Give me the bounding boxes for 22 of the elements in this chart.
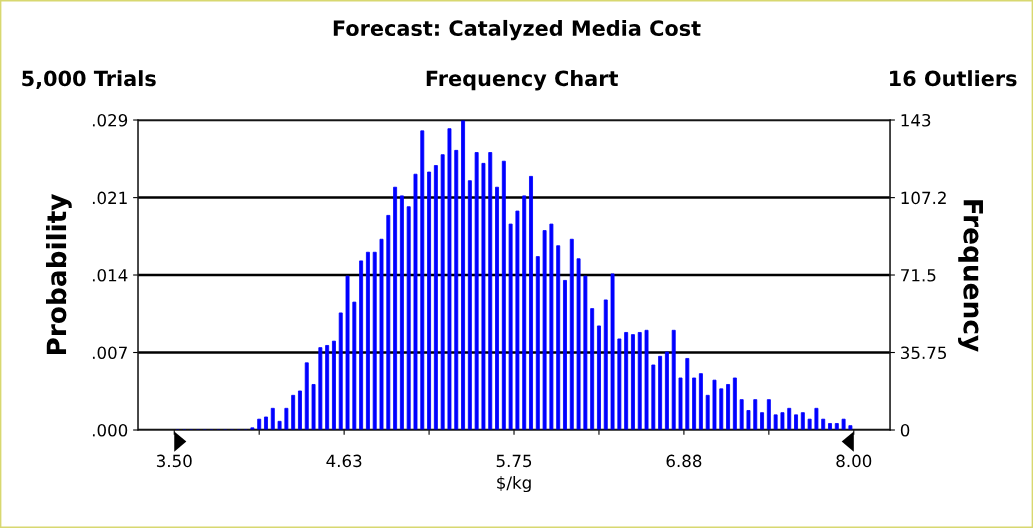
- text: 16 Outliers: [890, 70, 1017, 87]
- y2-tick-label: 107.2: [901, 191, 946, 205]
- y-tick-label: .014: [92, 268, 128, 282]
- x-tick-label: 8.00: [836, 454, 872, 468]
- chart-title: Forecast: Catalyzed Media Cost: [333, 19, 701, 41]
- y2-tick-label: 143: [901, 113, 931, 127]
- y2-tick-label: 71.5: [901, 269, 936, 282]
- y-tick-label: .029: [92, 113, 128, 127]
- y-tick-label: .007: [92, 346, 127, 360]
- y2-axis-title: Frequency: [958, 200, 983, 352]
- y-tick-label: .021: [92, 191, 127, 205]
- x-axis-title: $/kg: [497, 475, 531, 493]
- x-tick-label: 3.50: [156, 454, 192, 468]
- x-tick-label: 4.63: [326, 454, 362, 468]
- y-axis-title: Probability: [45, 193, 72, 355]
- text: 5,000 Trials: [22, 70, 156, 89]
- y-tick-label: .000: [92, 423, 128, 437]
- x-tick-label: 6.88: [666, 454, 702, 468]
- chart-subtitle: Frequency Chart: [426, 70, 618, 91]
- y2-tick-label: 0: [900, 423, 910, 437]
- x-tick-label: 5.75: [496, 454, 532, 468]
- y2-tick-label: 35.75: [901, 346, 947, 360]
